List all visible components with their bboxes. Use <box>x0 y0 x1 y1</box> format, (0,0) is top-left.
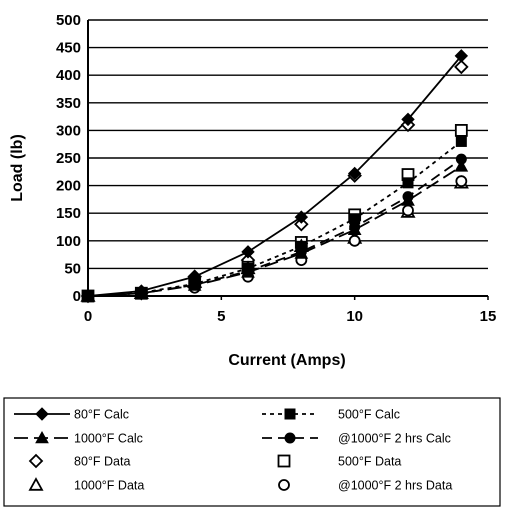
y-tick-label: 450 <box>56 40 81 57</box>
legend-marker <box>35 407 49 421</box>
x-tick-label: 5 <box>217 308 225 325</box>
data-point-1000-f-2-hrs-data <box>402 204 414 217</box>
data-point-500-f-data <box>454 124 468 137</box>
x-tick-label: 0 <box>84 308 92 325</box>
legend-item-500-f-data: 500°F Data <box>277 454 401 469</box>
data-point-1000-f-2-hrs-data <box>348 234 361 247</box>
data-point-1000-f-2-hrs-data <box>455 175 468 188</box>
y-tick-label: 50 <box>64 260 81 277</box>
legend-item-1000-f-data: 1000°F Data <box>28 477 144 493</box>
series-line-1000-f-2-hrs-calc <box>87 158 462 297</box>
legend: 80°F Calc 500°F Calc 1000°F Calc @1000°F 2 … <box>3 397 501 507</box>
data-point-1000-f-calc <box>454 159 469 172</box>
legend-label: @1000°F 2 hrs Data <box>338 479 452 493</box>
data-point-1000-f-2-hrs-calc <box>189 279 201 291</box>
legend-label: @1000°F 2 hrs Calc <box>338 432 451 446</box>
legend-marker <box>28 477 44 491</box>
legend-item-1000-f-2-hrs-data: @1000°F 2 hrs Data <box>278 479 452 493</box>
y-tick-label: 400 <box>56 67 81 84</box>
y-tick-label: 250 <box>56 150 81 167</box>
data-point-1000-f-2-hrs-calc <box>349 221 361 233</box>
legend-marker <box>284 408 296 420</box>
data-point-1000-f-2-hrs-calc <box>402 191 414 203</box>
data-point-80-f-calc <box>401 112 415 127</box>
data-point-500-f-calc <box>455 135 467 147</box>
y-tick-label: 200 <box>56 178 81 195</box>
data-point-80-f-calc <box>241 245 255 259</box>
data-point-1000-f-2-hrs-calc <box>295 246 307 258</box>
gridlines <box>88 19 488 270</box>
data-point-1000-f-2-hrs-calc <box>242 265 254 277</box>
legend-marker <box>277 454 291 468</box>
data-point-80-f-calc <box>347 166 362 181</box>
x-tick-label: 15 <box>480 308 497 325</box>
legend-marker <box>35 430 49 444</box>
y-tick-label: 100 <box>56 233 81 250</box>
legend-marker <box>28 453 44 469</box>
series-line-80-f-calc <box>87 55 463 297</box>
legend-label: 80°F Data <box>74 455 130 469</box>
data-point-80-f-calc <box>294 210 309 224</box>
legend-label: 500°F Calc <box>338 408 400 422</box>
x-tick-label: 10 <box>346 308 363 325</box>
y-tick-label: 350 <box>56 95 81 112</box>
data-point-1000-f-2-hrs-calc <box>455 153 467 165</box>
data-point-1000-f-2-hrs-calc <box>135 287 147 299</box>
y-axis-title: Load (lb) <box>9 134 26 202</box>
legend-label: 500°F Data <box>338 455 401 469</box>
legend-item-80-f-calc: 80°F Calc <box>14 407 129 422</box>
data-point-80-f-data <box>454 59 469 75</box>
series-markers <box>80 49 469 304</box>
y-tick-label: 300 <box>56 122 81 139</box>
series-line-500-f-calc <box>87 140 462 297</box>
legend-item-80-f-data: 80°F Data <box>28 453 130 469</box>
legend-item-1000-f-calc: 1000°F Calc <box>14 430 143 446</box>
y-tick-label: 500 <box>56 12 81 29</box>
legend-label: 1000°F Calc <box>74 432 143 446</box>
legend-item-500-f-calc: 500°F Calc <box>262 408 400 422</box>
data-point-1000-f-2-hrs-calc <box>82 290 94 302</box>
tick-labels: 0 50 100 150 200 250 300 350 400 450 500 0 5 10 15 <box>56 12 496 325</box>
legend-item-1000-f-2-hrs-calc: @1000°F 2 hrs Calc <box>262 432 451 446</box>
legend-marker <box>284 432 296 444</box>
series-line-1000-f-calc <box>87 165 462 297</box>
x-axis-title: Current (Amps) <box>228 352 345 369</box>
series-lines <box>87 55 463 297</box>
y-tick-label: 0 <box>73 288 81 305</box>
legend-marker <box>278 479 290 491</box>
data-point-80-f-data <box>294 216 309 232</box>
legend-label: 1000°F Data <box>74 479 144 493</box>
axes <box>87 20 489 300</box>
data-point-80-f-calc <box>454 49 469 63</box>
legend-box <box>3 397 501 507</box>
y-tick-label: 150 <box>56 205 81 222</box>
data-point-500-f-calc <box>402 177 414 189</box>
legend-label: 80°F Calc <box>74 408 129 422</box>
